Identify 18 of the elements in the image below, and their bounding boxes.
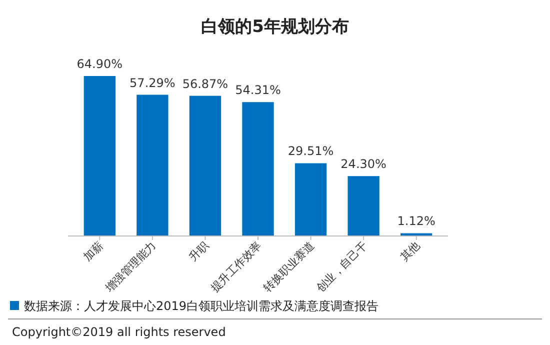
bar	[294, 163, 327, 236]
data-label: 29.51%	[288, 144, 334, 158]
text: Copyright©2019 all rights reserved	[12, 325, 226, 339]
bar	[242, 102, 274, 236]
source-note: 数据来源：人才发展中心2019白领职业培训需求及满意度调查报告	[24, 299, 379, 313]
x-tick-label: 其他	[398, 238, 422, 264]
bar	[136, 94, 168, 236]
data-label: 57.29%	[130, 76, 176, 90]
data-label: 24.30%	[340, 157, 386, 172]
bar	[348, 176, 380, 236]
bar	[189, 96, 222, 236]
chart-title: 白领的5年规划分布	[201, 17, 349, 37]
data-label: 56.87%	[182, 76, 228, 91]
bar	[400, 233, 432, 236]
data-label: 54.31%	[235, 83, 281, 98]
data-label: 64.90%	[76, 57, 123, 71]
data-label: 1.12%	[397, 214, 436, 228]
bar	[84, 76, 116, 236]
